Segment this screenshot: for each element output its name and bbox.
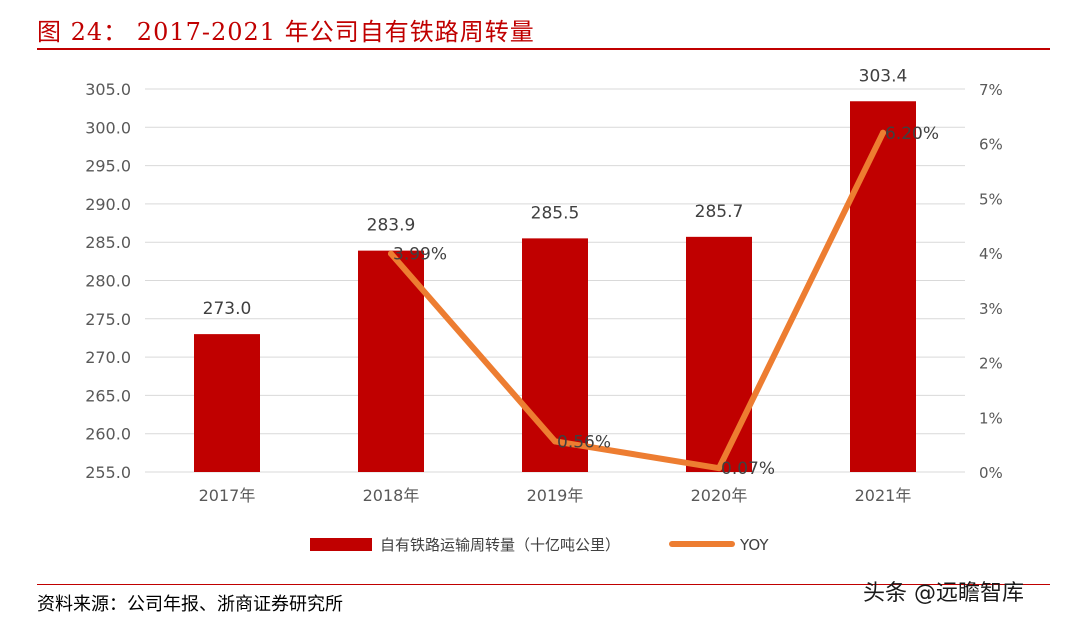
- left-y-tick-label: 275.0: [85, 310, 131, 329]
- left-y-tick-label: 270.0: [85, 348, 131, 367]
- title-rule: [37, 48, 1050, 50]
- left-y-tick-label: 265.0: [85, 386, 131, 405]
- bar: [686, 236, 752, 472]
- bar-value-label: 273.0: [203, 299, 252, 319]
- left-y-tick-label: 290.0: [85, 195, 131, 214]
- yoy-value-label: 3.99%: [393, 245, 447, 265]
- right-y-axis: 0% 1% 2% 3% 4% 5% 6% 7%: [979, 81, 1003, 482]
- x-tick-label: 2021年: [855, 486, 912, 505]
- yoy-value-label: 6.20%: [885, 124, 939, 144]
- left-y-tick-label: 285.0: [85, 233, 131, 252]
- right-y-tick-label: 3%: [979, 300, 1003, 318]
- bar-value-label: 283.9: [367, 216, 416, 236]
- legend-line-label: YOY: [739, 536, 769, 554]
- yoy-value-label: 0.56%: [557, 432, 611, 452]
- bar: [358, 250, 424, 472]
- source-rule: [37, 584, 1050, 585]
- right-y-tick-label: 5%: [979, 190, 1003, 208]
- right-y-tick-label: 2%: [979, 355, 1003, 373]
- right-y-tick-label: 4%: [979, 245, 1003, 263]
- bar: [194, 334, 260, 472]
- x-tick-label: 2019年: [527, 486, 584, 505]
- data-labels: 273.0 283.9 285.5 285.7 303.4 3.99% 0.56% 0.07%…: [203, 66, 939, 479]
- source-note: 资料来源：公司年报、浙商证券研究所: [37, 594, 343, 615]
- legend: 自有铁路运输周转量（十亿吨公里） YOY: [310, 536, 769, 554]
- left-y-tick-label: 255.0: [85, 463, 131, 482]
- left-y-tick-label: 260.0: [85, 425, 131, 444]
- left-y-axis: 255.0 260.0 265.0 270.0 275.0 280.0 285.0 290.0…: [85, 80, 131, 482]
- bar-value-label: 303.4: [859, 66, 908, 86]
- yoy-point: [388, 250, 394, 257]
- x-tick-label: 2017年: [199, 486, 256, 505]
- yoy-value-label: 0.07%: [721, 459, 775, 479]
- yoy-point: [880, 129, 886, 136]
- x-tick-label: 2018年: [363, 486, 420, 505]
- left-y-tick-label: 295.0: [85, 157, 131, 176]
- left-y-tick-label: 280.0: [85, 272, 131, 291]
- yoy-point: [552, 438, 558, 445]
- bar: [522, 238, 588, 472]
- bar: [850, 101, 916, 473]
- bar-value-label: 285.5: [531, 203, 580, 223]
- watermark: 头条 @远瞻智库: [863, 581, 1024, 606]
- bar-value-label: 285.7: [695, 202, 744, 222]
- right-y-tick-label: 0%: [979, 464, 1003, 482]
- right-y-tick-label: 6%: [979, 136, 1003, 154]
- yoy-line-series: [388, 129, 886, 472]
- yoy-line: [388, 129, 886, 472]
- right-y-tick-label: 1%: [979, 409, 1003, 427]
- x-tick-label: 2020年: [691, 486, 748, 505]
- left-y-tick-label: 300.0: [85, 118, 131, 137]
- chart-svg: 255.0 260.0 265.0 270.0 275.0 280.0 285.0 290.0…: [85, 66, 1003, 554]
- bar-series: [194, 101, 916, 473]
- figure-title: 图 24： 2017-2021 年公司自有铁路周转量: [37, 18, 535, 46]
- yoy-point: [716, 465, 722, 472]
- right-y-tick-label: 7%: [979, 81, 1003, 99]
- x-axis: 2017年 2018年 2019年 2020年 2021年: [199, 486, 912, 505]
- legend-bar-label: 自有铁路运输周转量（十亿吨公里）: [380, 536, 620, 554]
- legend-bar-swatch: [310, 538, 372, 551]
- left-y-tick-label: 305.0: [85, 80, 131, 99]
